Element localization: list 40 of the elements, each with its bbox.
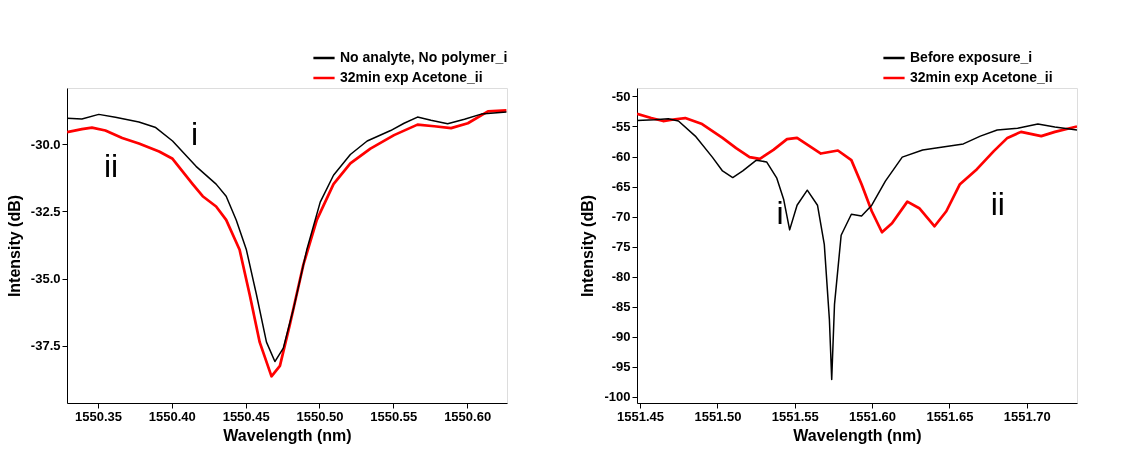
x-axis-title: Wavelength (nm) [793, 426, 922, 444]
y-tick-label: -32.5 [30, 203, 61, 219]
y-tick-label: -60 [611, 149, 631, 165]
x-tick-label: 1550.35 [75, 408, 123, 424]
y-tick-label: -90 [611, 329, 631, 345]
y-tick-label: -30.0 [30, 136, 61, 152]
y-tick-label: -85 [611, 299, 631, 315]
y-tick-label: -95 [611, 359, 631, 375]
x-tick-label: 1551.50 [694, 408, 742, 424]
x-tick-label: 1550.55 [370, 408, 418, 424]
annotation: ii [103, 147, 119, 184]
y-tick-label: -65 [611, 179, 631, 195]
x-tick-label: 1551.55 [771, 408, 819, 424]
legend-label: 32min exp Acetone_ii [340, 69, 483, 85]
x-tick-label: 1551.60 [849, 408, 897, 424]
annotation: i [191, 116, 199, 153]
x-tick-label: 1551.65 [926, 408, 974, 424]
y-tick-label: -100 [604, 389, 631, 405]
annotation: ii [990, 185, 1005, 222]
y-tick-label: -50 [611, 88, 631, 104]
y-tick-label: -55 [611, 118, 631, 134]
legend-label: 32min exp Acetone_ii [910, 69, 1053, 85]
y-tick-label: -75 [611, 239, 631, 255]
legend-label: Before exposure_i [910, 49, 1033, 65]
y-axis-title: Intensity (dB) [5, 194, 23, 298]
x-tick-label: 1550.50 [296, 408, 344, 424]
y-axis-title: Intensity (dB) [579, 194, 597, 298]
line-series [637, 112, 1077, 234]
x-tick-label: 1550.45 [222, 408, 270, 424]
x-tick-label: 1550.60 [444, 408, 492, 424]
x-tick-label: 1551.45 [617, 408, 665, 424]
legend-label: No analyte, No polymer_i [340, 49, 508, 65]
x-tick-label: 1551.70 [1003, 408, 1051, 424]
x-axis-title: Wavelength (nm) [223, 426, 352, 444]
y-tick-label: -80 [611, 269, 631, 285]
y-tick-label: -37.5 [30, 338, 61, 354]
y-tick-label: -70 [611, 209, 631, 225]
x-tick-label: 1550.40 [148, 408, 196, 424]
annotation: i [776, 195, 784, 231]
y-tick-label: -35.0 [30, 271, 61, 287]
